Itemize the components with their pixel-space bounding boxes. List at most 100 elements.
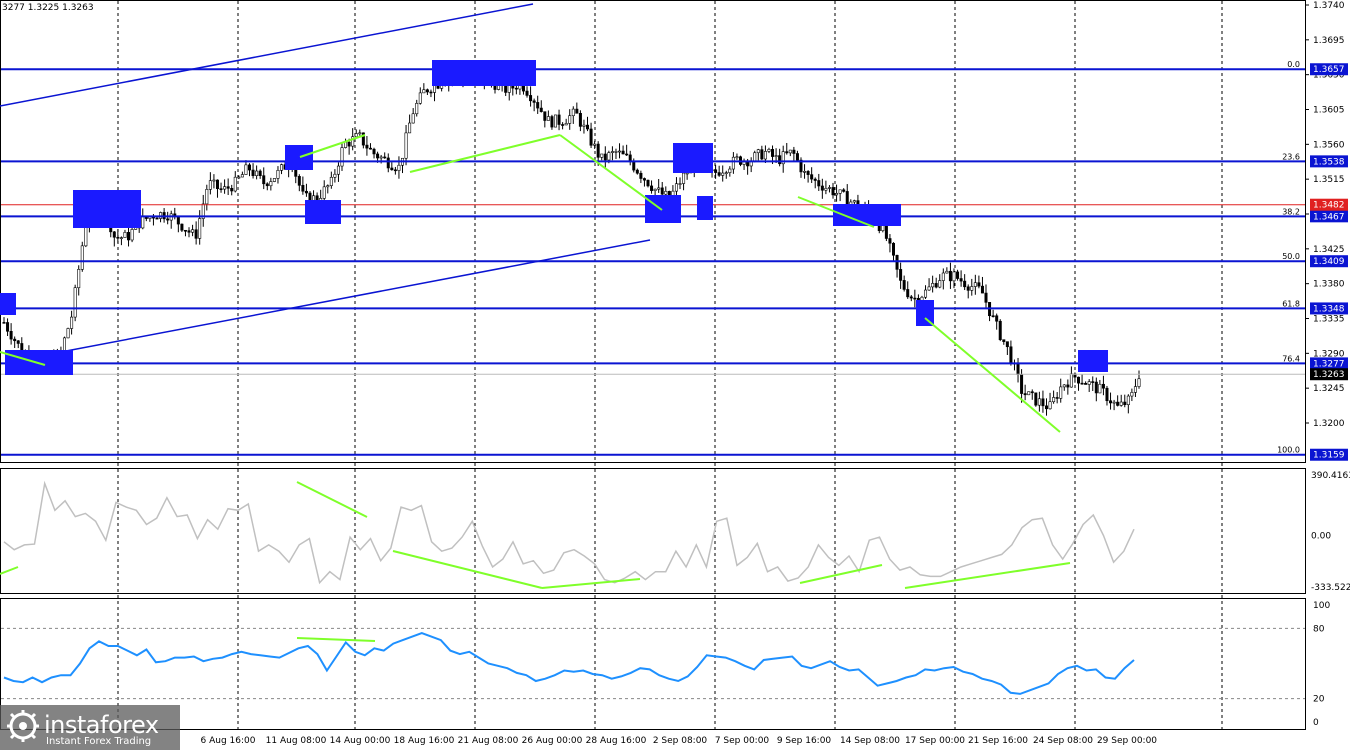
candle-body — [632, 161, 636, 171]
candle-body — [344, 141, 348, 148]
fib-level-label: 100.0 — [1277, 446, 1300, 455]
candle-body — [685, 172, 689, 175]
candle-body — [276, 170, 280, 179]
candle-body — [119, 237, 123, 239]
candle-body — [539, 107, 543, 112]
candle-body — [753, 152, 757, 162]
candle-body — [1109, 400, 1113, 404]
candle-body — [767, 149, 771, 152]
candle-body — [372, 148, 376, 155]
candle-body — [376, 153, 380, 159]
candle-body — [760, 149, 764, 160]
candle-body — [361, 132, 365, 146]
candle-body — [304, 190, 308, 194]
level-price-tag-label: 1.3348 — [1313, 304, 1345, 314]
zone-box — [0, 293, 16, 315]
level-price-tag-label: 1.3277 — [1313, 359, 1345, 369]
time-tick-label: 11 Aug 08:00 — [266, 736, 327, 746]
fib-level-label: 23.6 — [1282, 152, 1300, 161]
candle-body — [336, 165, 340, 175]
fib-level-label: 76.4 — [1282, 354, 1300, 363]
rsi-scale-label: 80 — [1313, 624, 1325, 634]
time-tick-label: 17 Sep 00:00 — [905, 736, 965, 746]
fib-level-label: 0.0 — [1287, 60, 1300, 69]
candle-body — [906, 289, 910, 298]
time-tick-label: 6 Aug 16:00 — [201, 736, 256, 746]
oscillator-divergence-line — [296, 481, 368, 518]
channel-upper-line — [0, 3, 534, 107]
candle-body — [6, 322, 10, 332]
level-price-tag-label: 1.3467 — [1313, 212, 1345, 222]
candle-body — [813, 178, 817, 181]
candle-body — [642, 178, 646, 181]
candle-body — [891, 242, 895, 256]
divergence-line — [409, 134, 561, 173]
candle-body — [294, 169, 298, 177]
zone-box — [833, 204, 901, 226]
oscillator-divergence-line — [392, 550, 543, 589]
divergence-line — [924, 317, 1061, 433]
candle-body — [187, 230, 191, 233]
candle-body — [550, 116, 554, 128]
ohlc-readout: 3277 1.3225 1.3263 — [2, 3, 94, 13]
candle-body — [315, 195, 319, 201]
candle-body — [963, 280, 967, 288]
candle-body — [415, 103, 419, 115]
candle-body — [621, 150, 625, 155]
candle-body — [1084, 382, 1088, 385]
candle-body — [852, 200, 856, 203]
candle-body — [639, 172, 643, 179]
candle-body — [610, 151, 614, 153]
level-price-tag-label: 1.3657 — [1313, 65, 1345, 75]
candle-body — [881, 225, 885, 231]
time-axis: 6 Aug 16:00 11 Aug 08:00 14 Aug 00:00 18 Au… — [201, 736, 1158, 746]
candle-body — [212, 179, 216, 182]
candle-body — [425, 89, 429, 93]
oscillator-divergence-line — [541, 578, 641, 589]
candle-body — [383, 156, 387, 159]
candle-body — [799, 159, 803, 173]
candle-body — [980, 285, 984, 294]
candle-body — [411, 113, 415, 124]
candle-body — [571, 108, 575, 117]
candle-body — [653, 188, 657, 191]
candle-body — [1020, 374, 1024, 394]
candle-body — [198, 218, 202, 239]
candle-body — [1105, 387, 1109, 402]
zone-box — [673, 143, 713, 173]
candle-body — [347, 141, 351, 147]
candle-body — [1048, 401, 1052, 410]
candle-body — [194, 229, 198, 239]
candle-body — [529, 95, 533, 102]
candle-body — [902, 280, 906, 290]
candle-body — [842, 189, 846, 192]
candle-body — [1123, 401, 1127, 406]
candle-body — [219, 188, 223, 190]
candle-body — [532, 100, 536, 103]
price-tick-label: 1.3650 — [1313, 71, 1345, 81]
candle-body — [258, 170, 262, 176]
candle-body — [899, 269, 903, 281]
logo-name: instaforex — [44, 711, 159, 739]
candle-body — [771, 149, 775, 157]
price-tick-label: 1.3245 — [1313, 384, 1345, 394]
candle-body — [941, 272, 945, 281]
candle-body — [1077, 376, 1081, 384]
candle-body — [251, 169, 255, 176]
candle-body — [180, 223, 184, 231]
candle-body — [884, 225, 888, 239]
candle-body — [386, 157, 390, 169]
candle-body — [1066, 384, 1070, 388]
level-price-tag-label: 1.3538 — [1313, 157, 1345, 167]
candle-body — [514, 87, 518, 90]
candle-body — [660, 187, 664, 195]
candle-body — [586, 124, 590, 130]
divergence-line — [299, 134, 366, 158]
candle-body — [995, 315, 999, 322]
candle-body — [1009, 346, 1013, 364]
candle-body — [116, 236, 120, 239]
candle-body — [973, 282, 977, 287]
candle-body — [678, 183, 682, 185]
divergence-line — [797, 196, 875, 228]
candle-body — [763, 151, 767, 160]
